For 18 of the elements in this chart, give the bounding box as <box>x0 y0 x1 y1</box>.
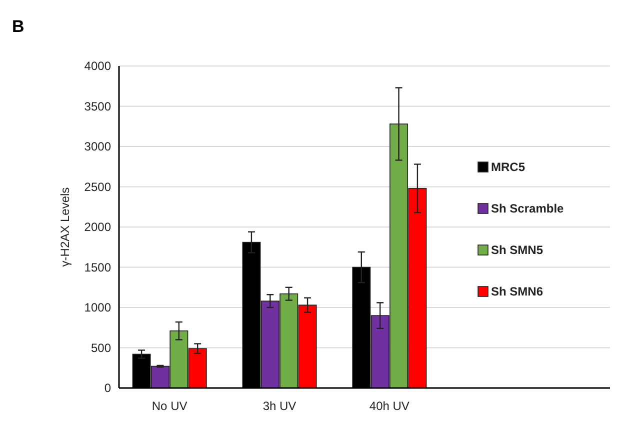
y-tick-label: 1500 <box>84 260 112 274</box>
y-tick-label: 4000 <box>84 59 112 74</box>
x-tick-label: 3h UV <box>262 399 296 413</box>
y-axis-title: γ-H2AX Levels <box>58 187 72 267</box>
y-tick-label: 3500 <box>84 99 112 114</box>
y-tick-label: 2500 <box>84 180 112 194</box>
chart-title: B <box>12 17 24 36</box>
y-tick-label: 500 <box>90 340 112 355</box>
legend-label: Sh SMN5 <box>491 243 544 258</box>
legend-label: Sh Scramble <box>491 202 564 216</box>
y-tick-label: 2000 <box>84 220 112 234</box>
legend-label: Sh SMN6 <box>491 284 544 299</box>
x-tick-label: 40h UV <box>369 399 410 413</box>
y-tick-label: 0 <box>104 381 112 396</box>
y-tick-label: 3000 <box>84 140 112 154</box>
legend-label: MRC5 <box>491 160 526 174</box>
x-tick-label: No UV <box>152 399 188 413</box>
y-tick-label: 1000 <box>84 300 112 315</box>
